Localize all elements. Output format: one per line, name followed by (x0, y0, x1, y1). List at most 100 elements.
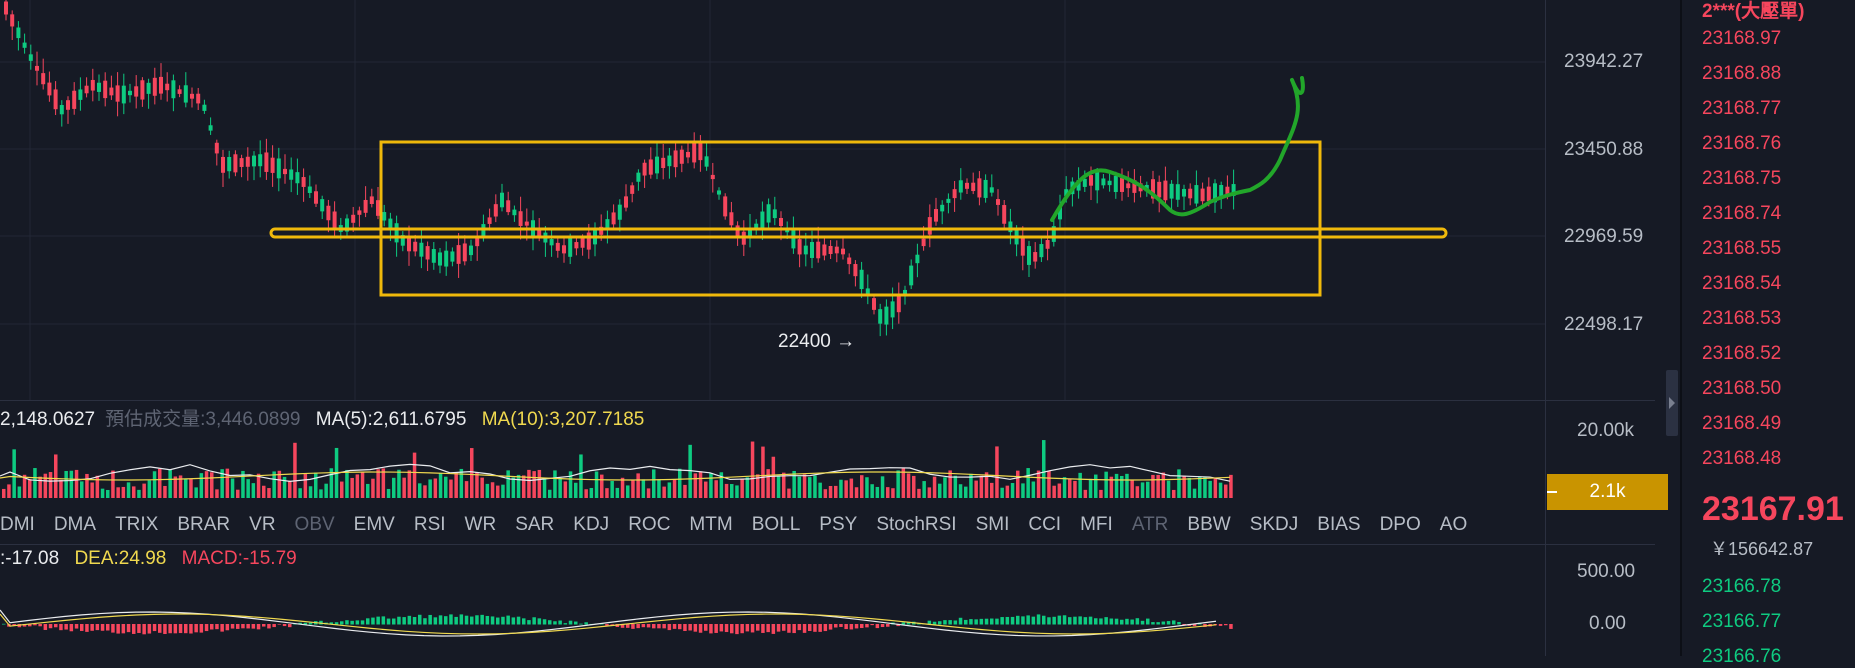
macd-value: MACD:-15.79 (181, 548, 297, 569)
macd-bar (241, 624, 245, 629)
volume-bar (1161, 472, 1166, 498)
volume-bar (896, 470, 900, 498)
volume-bar (59, 479, 63, 498)
candle-body (47, 82, 52, 96)
ask-price-row[interactable]: 23168.52 (1702, 343, 1782, 364)
candle-body (834, 246, 839, 254)
volume-bar (532, 471, 536, 498)
macd-bar (366, 618, 370, 625)
indicator-tab-dmi[interactable]: DMI (0, 514, 35, 535)
candle-body (580, 238, 585, 248)
indicator-tab-mtm[interactable]: MTM (689, 514, 733, 535)
indicator-tab-sar[interactable]: SAR (515, 514, 555, 535)
ask-price-row[interactable]: 23168.49 (1702, 413, 1782, 434)
indicator-tab-vr[interactable]: VR (249, 514, 276, 535)
ask-price-row[interactable]: 23168.48 (1702, 448, 1782, 469)
candle-body (1194, 185, 1199, 204)
macd-bar (210, 624, 214, 630)
ask-price-row[interactable]: 23168.77 (1702, 98, 1782, 119)
indicator-tab-bbw[interactable]: BBW (1187, 514, 1231, 535)
macd-bar (605, 624, 609, 626)
volume-bar (782, 472, 786, 498)
indicator-tab-brar[interactable]: BRAR (177, 514, 231, 535)
indicator-tab-smi[interactable]: SMI (975, 514, 1010, 535)
panel-divider (0, 544, 1655, 545)
indicator-tab-bias[interactable]: BIAS (1317, 514, 1361, 535)
chart-area[interactable]: 23942.27 23450.88 22969.59 22498.17 2240… (0, 0, 1680, 656)
volume-tick: 20.00k (1577, 420, 1635, 441)
ask-price-row[interactable]: 23168.55 (1702, 238, 1782, 259)
indicator-tab-dma[interactable]: DMA (53, 514, 97, 535)
candle-body (983, 179, 988, 198)
ask-price-row[interactable]: 23168.74 (1702, 203, 1782, 224)
candle-body (252, 155, 256, 167)
indicator-tab-rsi[interactable]: RSI (413, 514, 446, 535)
macd-bar (329, 622, 334, 625)
volume-bar (1229, 474, 1233, 498)
macd-bar (771, 624, 776, 634)
indicator-tab-boll[interactable]: BOLL (751, 514, 801, 535)
macd-bar (173, 624, 178, 634)
bid-price-row[interactable]: 23166.78 (1702, 576, 1782, 597)
ask-price-row[interactable]: 23168.76 (1702, 133, 1782, 154)
macd-bar (230, 624, 235, 629)
indicator-tab-mfi[interactable]: MFI (1080, 514, 1113, 535)
candle-body (506, 200, 511, 213)
macd-bar (1125, 618, 1129, 625)
volume-bar (969, 473, 973, 498)
indicator-tab-wr[interactable]: WR (464, 514, 497, 535)
indicator-tab-atr[interactable]: ATR (1131, 514, 1169, 535)
indicator-tab-cci[interactable]: CCI (1028, 514, 1062, 535)
ask-price-row[interactable]: 23168.50 (1702, 378, 1782, 399)
macd-bar (1146, 618, 1150, 625)
macd-bar (1036, 614, 1041, 625)
ask-price-row[interactable]: 23168.97 (1702, 28, 1782, 49)
volume-bar (485, 483, 490, 498)
candle-body (351, 214, 356, 223)
volume-bar (402, 477, 406, 498)
macd-bar (246, 624, 250, 629)
indicator-tab-kdj[interactable]: KDJ (573, 514, 610, 535)
indicator-tab-emv[interactable]: EMV (353, 514, 395, 535)
volume-bar (730, 484, 734, 498)
volume-bar (1099, 489, 1103, 498)
volume-bar (1083, 489, 1088, 498)
volume-bar (875, 486, 880, 498)
ask-price-row[interactable]: 23168.88 (1702, 63, 1782, 84)
macd-bar (33, 624, 37, 626)
macd-bar (953, 620, 958, 625)
indicator-tab-trix[interactable]: TRIX (115, 514, 159, 535)
indicator-tab-ao[interactable]: AO (1439, 514, 1468, 535)
collapse-panel-handle[interactable] (1666, 370, 1678, 436)
candle-body (487, 217, 492, 224)
macd-bar (834, 624, 838, 628)
bid-price-row[interactable]: 23166.77 (1702, 611, 1782, 632)
volume-bar (1198, 476, 1202, 498)
ask-price-row[interactable]: 23168.75 (1702, 168, 1782, 189)
volume-ma10: MA(10):3,207.7185 (481, 409, 645, 430)
bid-price-row[interactable]: 23166.76 (1702, 646, 1782, 667)
macd-bar (490, 616, 495, 625)
volume-bar (288, 480, 292, 498)
macd-bar (152, 624, 157, 632)
candle-body (450, 251, 455, 262)
volume-bar (854, 487, 859, 498)
indicator-tab-psy[interactable]: PSY (819, 514, 858, 535)
volume-bar (277, 470, 282, 498)
indicator-tab-obv[interactable]: OBV (294, 514, 335, 535)
candle-body (1213, 183, 1217, 203)
candle-body (171, 80, 176, 99)
volume-bar (558, 478, 562, 498)
candle-body (208, 125, 213, 131)
indicator-tab-skdj[interactable]: SKDJ (1249, 514, 1299, 535)
volume-bar (1016, 470, 1020, 498)
candlestick-chart[interactable] (0, 0, 1545, 656)
ask-price-row[interactable]: 23168.53 (1702, 308, 1782, 329)
indicator-tab-roc[interactable]: ROC (628, 514, 671, 535)
indicator-tab-stochrsi[interactable]: StochRSI (876, 514, 957, 535)
indicator-tab-dpo[interactable]: DPO (1379, 514, 1421, 535)
volume-bar (121, 486, 126, 498)
ask-price-row[interactable]: 23168.54 (1702, 273, 1782, 294)
volume-bar (1114, 473, 1119, 498)
volume-bar (709, 472, 713, 498)
